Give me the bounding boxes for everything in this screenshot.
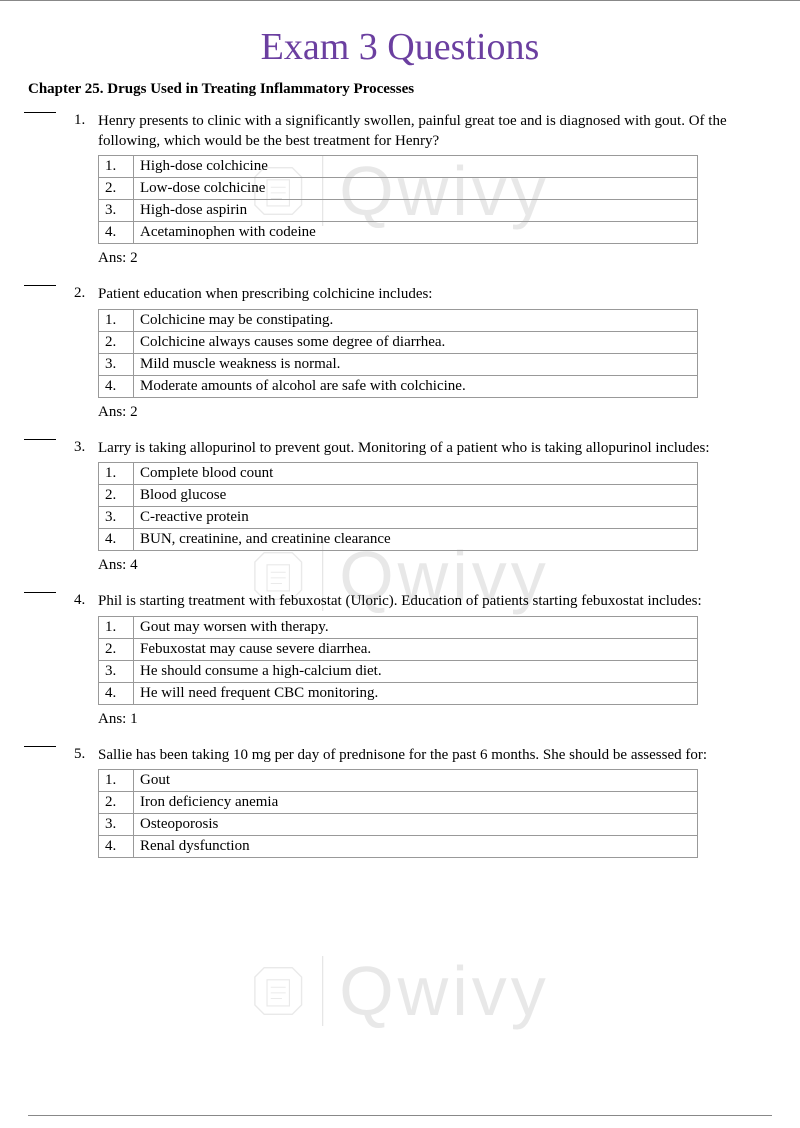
option-text: Colchicine may be constipating. [134, 309, 698, 331]
options-table: 1.Gout may worsen with therapy.2.Febuxos… [98, 616, 698, 705]
option-number: 2. [99, 331, 134, 353]
option-text: Blood glucose [134, 485, 698, 507]
page-title: Exam 3 Questions [28, 25, 772, 69]
option-text: High-dose aspirin [134, 200, 698, 222]
table-row: 1.High-dose colchicine [99, 156, 698, 178]
option-text: BUN, creatinine, and creatinine clearanc… [134, 529, 698, 551]
option-text: Mild muscle weakness is normal. [134, 353, 698, 375]
table-row: 2.Colchicine always causes some degree o… [99, 331, 698, 353]
option-number: 1. [99, 156, 134, 178]
question-text: Sallie has been taking 10 mg per day of … [98, 746, 772, 766]
option-text: Colchicine always causes some degree of … [134, 331, 698, 353]
option-text: C-reactive protein [134, 507, 698, 529]
option-number: 1. [99, 463, 134, 485]
option-number: 4. [99, 375, 134, 397]
table-row: 4.He will need frequent CBC monitoring. [99, 682, 698, 704]
question-number: 5. [74, 746, 98, 766]
table-row: 3.High-dose aspirin [99, 200, 698, 222]
question-block: 2.Patient education when prescribing col… [28, 285, 772, 421]
options-table: 1.Complete blood count2.Blood glucose3.C… [98, 462, 698, 551]
table-row: 4.Moderate amounts of alcohol are safe w… [99, 375, 698, 397]
option-number: 2. [99, 792, 134, 814]
option-number: 3. [99, 353, 134, 375]
option-text: Gout [134, 770, 698, 792]
option-number: 3. [99, 660, 134, 682]
table-row: 3.He should consume a high-calcium diet. [99, 660, 698, 682]
question-text: Phil is starting treatment with febuxost… [98, 592, 772, 612]
option-text: Iron deficiency anemia [134, 792, 698, 814]
option-number: 4. [99, 682, 134, 704]
question-block: 5.Sallie has been taking 10 mg per day o… [28, 746, 772, 859]
option-text: Low-dose colchicine [134, 178, 698, 200]
option-text: Febuxostat may cause severe diarrhea. [134, 638, 698, 660]
watermark: Qwivy [250, 951, 550, 1031]
question-number: 3. [74, 439, 98, 459]
option-number: 4. [99, 529, 134, 551]
question-text: Larry is taking allopurinol to prevent g… [98, 439, 772, 459]
table-row: 4.Renal dysfunction [99, 836, 698, 858]
option-text: Osteoporosis [134, 814, 698, 836]
option-number: 3. [99, 200, 134, 222]
question-number: 4. [74, 592, 98, 612]
option-text: He should consume a high-calcium diet. [134, 660, 698, 682]
table-row: 3.C-reactive protein [99, 507, 698, 529]
document-icon [250, 963, 306, 1019]
answer-blank [24, 746, 56, 747]
question-text: Patient education when prescribing colch… [98, 285, 772, 305]
option-text: Gout may worsen with therapy. [134, 616, 698, 638]
answer-blank [24, 592, 56, 593]
option-text: Complete blood count [134, 463, 698, 485]
table-row: 4.BUN, creatinine, and creatinine cleara… [99, 529, 698, 551]
question-block: 3.Larry is taking allopurinol to prevent… [28, 439, 772, 575]
option-text: Moderate amounts of alcohol are safe wit… [134, 375, 698, 397]
table-row: 2.Blood glucose [99, 485, 698, 507]
option-number: 1. [99, 309, 134, 331]
table-row: 1.Colchicine may be constipating. [99, 309, 698, 331]
answer-text: Ans: 1 [98, 711, 772, 728]
option-text: Renal dysfunction [134, 836, 698, 858]
option-text: High-dose colchicine [134, 156, 698, 178]
answer-text: Ans: 2 [98, 404, 772, 421]
question-block: 4.Phil is starting treatment with febuxo… [28, 592, 772, 728]
table-row: 1.Complete blood count [99, 463, 698, 485]
options-table: 1.Gout2.Iron deficiency anemia3.Osteopor… [98, 769, 698, 858]
table-row: 3.Osteoporosis [99, 814, 698, 836]
option-number: 1. [99, 770, 134, 792]
answer-blank [24, 112, 56, 113]
option-number: 3. [99, 814, 134, 836]
answer-text: Ans: 2 [98, 250, 772, 267]
table-row: 4.Acetaminophen with codeine [99, 222, 698, 244]
chapter-heading: Chapter 25. Drugs Used in Treating Infla… [28, 81, 772, 98]
table-row: 3.Mild muscle weakness is normal. [99, 353, 698, 375]
table-row: 2.Low-dose colchicine [99, 178, 698, 200]
option-number: 2. [99, 178, 134, 200]
options-table: 1.High-dose colchicine2.Low-dose colchic… [98, 155, 698, 244]
option-number: 2. [99, 638, 134, 660]
answer-blank [24, 439, 56, 440]
table-row: 1.Gout may worsen with therapy. [99, 616, 698, 638]
question-text: Henry presents to clinic with a signific… [98, 112, 772, 151]
option-number: 2. [99, 485, 134, 507]
table-row: 1.Gout [99, 770, 698, 792]
option-number: 1. [99, 616, 134, 638]
option-text: Acetaminophen with codeine [134, 222, 698, 244]
option-number: 4. [99, 222, 134, 244]
table-row: 2.Iron deficiency anemia [99, 792, 698, 814]
answer-blank [24, 285, 56, 286]
answer-text: Ans: 4 [98, 557, 772, 574]
question-number: 2. [74, 285, 98, 305]
options-table: 1.Colchicine may be constipating.2.Colch… [98, 309, 698, 398]
question-block: 1.Henry presents to clinic with a signif… [28, 112, 772, 267]
option-number: 3. [99, 507, 134, 529]
table-row: 2.Febuxostat may cause severe diarrhea. [99, 638, 698, 660]
option-text: He will need frequent CBC monitoring. [134, 682, 698, 704]
question-number: 1. [74, 112, 98, 151]
option-number: 4. [99, 836, 134, 858]
